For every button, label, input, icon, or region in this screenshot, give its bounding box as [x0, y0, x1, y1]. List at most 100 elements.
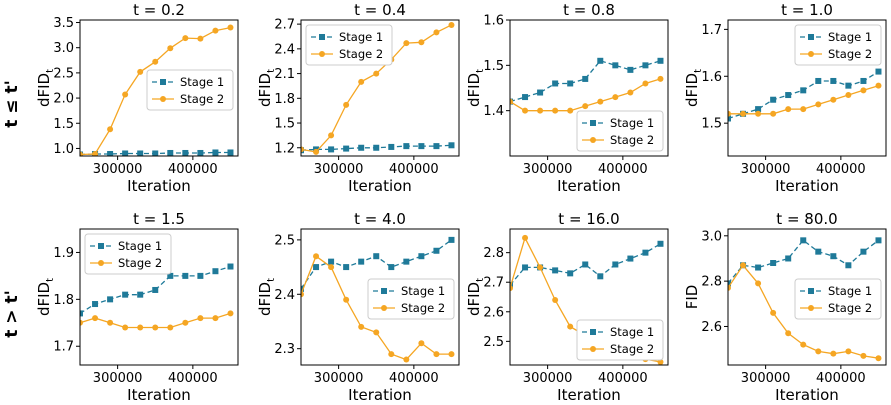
point-marker — [358, 144, 365, 151]
y-tick-label: 1.2 — [274, 141, 295, 156]
subplot-6: t = 4.0 300000 400000 2.3 2.4 2.5 Iteration dFI… — [256, 210, 460, 404]
y-tick-label: 2.6 — [483, 305, 504, 320]
point-marker — [343, 145, 350, 152]
point-marker — [537, 264, 544, 271]
y-tick-label: 1.5 — [701, 117, 722, 132]
y-axis-label-main: dFID — [35, 73, 53, 107]
point-marker — [301, 146, 304, 153]
point-marker — [785, 255, 792, 262]
legend-marker — [590, 329, 596, 335]
point-marker — [388, 264, 395, 271]
point-marker — [845, 262, 852, 269]
legend-box — [794, 24, 882, 66]
axes-frame — [300, 19, 460, 157]
point-marker — [642, 80, 649, 87]
legend-box — [84, 233, 172, 275]
point-marker — [403, 40, 410, 47]
point-marker — [167, 149, 174, 156]
legend-box — [576, 110, 664, 152]
y-tick-label: 3.0 — [53, 41, 74, 56]
point-marker — [728, 284, 731, 291]
y-tick-label: 2.5 — [483, 335, 504, 350]
point-marker — [875, 237, 882, 244]
y-tick-label: 2.0 — [53, 92, 74, 107]
legend-marker — [808, 288, 814, 294]
legend-label: Stage 2 — [180, 92, 224, 106]
y-axis-label-main: dFID — [256, 73, 274, 107]
point-marker — [122, 324, 129, 331]
point-marker — [755, 264, 762, 271]
plot-area — [80, 263, 234, 331]
x-tick-label: 300000 — [93, 162, 143, 177]
y-tick-label: 1.4 — [483, 104, 504, 119]
point-marker — [728, 115, 731, 122]
legend-marker — [590, 346, 596, 352]
point-marker — [388, 143, 395, 150]
point-marker — [510, 285, 513, 292]
axes-frame — [79, 228, 239, 366]
legend-marker — [98, 260, 104, 266]
point-marker — [182, 35, 189, 42]
point-marker — [122, 291, 129, 298]
point-marker — [80, 319, 83, 326]
subplot-title: t = 1.0 — [781, 1, 833, 19]
y-tick-label: 1.7 — [53, 340, 74, 355]
axes-frame — [79, 19, 239, 157]
legend-marker — [590, 137, 596, 143]
point-marker — [770, 309, 777, 316]
point-marker — [537, 89, 544, 96]
point-marker — [627, 66, 634, 73]
legend: Stage 1 Stage 2 — [576, 319, 664, 361]
point-marker — [433, 351, 440, 358]
point-marker — [522, 234, 529, 241]
point-marker — [328, 258, 335, 265]
y-axis-label: dFIDt — [683, 69, 704, 107]
point-marker — [612, 261, 619, 268]
point-marker — [152, 150, 159, 156]
point-marker — [800, 237, 807, 244]
legend-box — [305, 24, 393, 66]
point-marker — [227, 310, 234, 317]
point-marker — [815, 248, 822, 255]
x-tick-label: 400000 — [168, 371, 218, 386]
legend-label: Stage 2 — [401, 301, 445, 315]
point-marker — [552, 296, 559, 303]
subplot-4: t = 1.0 300000 400000 1.5 1.6 1.7 Iteration dFI… — [683, 1, 887, 195]
x-tick-label: 300000 — [523, 371, 573, 386]
point-marker — [122, 91, 129, 98]
x-tick-label: 300000 — [314, 371, 364, 386]
legend-box — [794, 278, 882, 320]
point-marker — [448, 21, 455, 28]
legend-marker — [381, 305, 387, 311]
point-marker — [313, 253, 320, 260]
x-axis-label: Iteration — [348, 386, 412, 404]
point-marker — [301, 291, 304, 298]
plot-area — [728, 68, 882, 122]
legend-marker — [98, 243, 104, 249]
x-tick-label: 400000 — [168, 162, 218, 177]
point-marker — [403, 143, 410, 150]
subplot-title: t = 4.0 — [354, 210, 406, 228]
subplot-8: t = 80.0 300000 400000 2.6 2.8 3.0 Iteration FI… — [683, 210, 887, 404]
point-marker — [785, 330, 792, 337]
y-tick-label: 1.0 — [53, 142, 74, 157]
legend-marker — [590, 120, 596, 126]
point-marker — [227, 24, 234, 31]
axes-frame — [509, 228, 669, 366]
x-axis-label: Iteration — [127, 386, 191, 404]
point-marker — [845, 92, 852, 99]
point-marker — [642, 62, 649, 69]
point-marker — [860, 248, 867, 255]
plot-area — [80, 24, 234, 156]
subplot-title: t = 80.0 — [776, 210, 837, 228]
y-axis-label-sub: t — [45, 278, 56, 282]
y-tick-label: 2.1 — [274, 67, 295, 82]
point-marker — [657, 359, 664, 365]
legend-label: Stage 1 — [180, 75, 224, 89]
point-marker — [373, 144, 380, 151]
subplot-title: t = 0.8 — [563, 1, 615, 19]
point-marker — [860, 352, 867, 359]
point-marker — [328, 132, 335, 139]
y-tick-label: 2.6 — [701, 320, 722, 335]
legend-label: Stage 1 — [339, 30, 383, 44]
